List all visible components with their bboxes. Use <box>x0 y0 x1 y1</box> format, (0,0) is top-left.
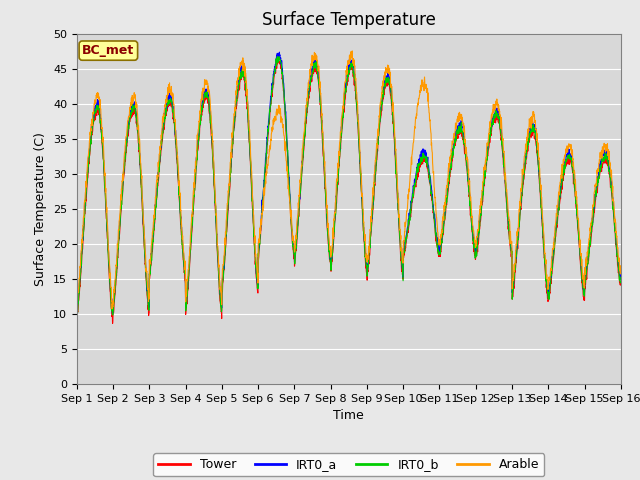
IRT0_a <box>507 245 515 251</box>
Tower <box>508 254 515 260</box>
IRT0_b <box>273 54 281 60</box>
IRT0_a <box>73 313 81 319</box>
Tower <box>275 57 282 63</box>
Tower <box>365 259 372 265</box>
Arable <box>365 250 372 255</box>
IRT0_a <box>569 160 577 166</box>
IRT0_b <box>617 279 625 285</box>
Line: IRT0_b: IRT0_b <box>77 57 621 317</box>
IRT0_b <box>376 114 384 120</box>
IRT0_b <box>225 197 232 203</box>
IRT0_b <box>584 258 592 264</box>
Tower <box>377 115 385 121</box>
IRT0_a <box>365 252 372 258</box>
Line: IRT0_a: IRT0_a <box>77 52 621 316</box>
IRT0_a <box>225 192 232 198</box>
Tower <box>584 256 592 262</box>
X-axis label: Time: Time <box>333 409 364 422</box>
Tower <box>109 321 116 326</box>
Tower <box>225 195 232 201</box>
IRT0_b <box>365 259 372 265</box>
Arable <box>225 186 232 192</box>
Arable <box>377 101 385 107</box>
Arable <box>570 164 577 169</box>
Line: Arable: Arable <box>77 51 621 311</box>
IRT0_a <box>376 105 384 111</box>
IRT0_a <box>276 49 284 55</box>
IRT0_b <box>73 314 81 320</box>
Text: BC_met: BC_met <box>82 44 134 57</box>
Tower <box>73 317 81 323</box>
Title: Surface Temperature: Surface Temperature <box>262 11 436 29</box>
Arable <box>584 244 592 250</box>
Y-axis label: Surface Temperature (C): Surface Temperature (C) <box>35 132 47 286</box>
Legend: Tower, IRT0_a, IRT0_b, Arable: Tower, IRT0_a, IRT0_b, Arable <box>154 453 544 476</box>
IRT0_b <box>569 168 577 174</box>
Line: Tower: Tower <box>77 60 621 324</box>
Arable <box>508 239 515 245</box>
IRT0_a <box>617 276 625 282</box>
Arable <box>348 48 356 54</box>
Tower <box>570 171 577 177</box>
IRT0_b <box>507 248 515 253</box>
IRT0_a <box>584 253 592 259</box>
Arable <box>617 271 625 276</box>
Arable <box>73 308 81 313</box>
Arable <box>73 302 81 308</box>
Tower <box>617 282 625 288</box>
